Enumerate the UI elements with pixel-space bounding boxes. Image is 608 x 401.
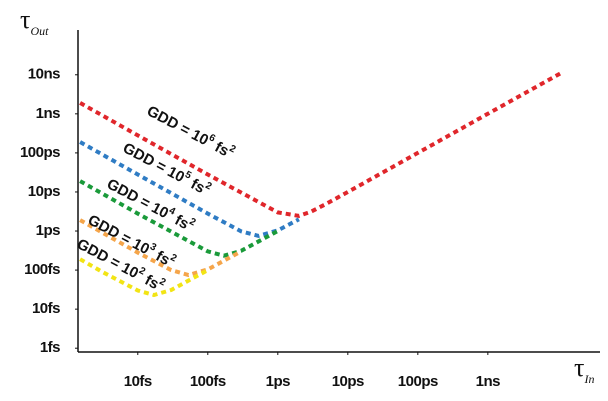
label-base: GDD = 10 xyxy=(120,140,187,187)
x-axis-title: τIn xyxy=(574,353,594,386)
series-line xyxy=(79,69,565,218)
y-tick-label: 10ns xyxy=(28,66,60,83)
y-tick-label: 1ps xyxy=(36,222,61,239)
x-tick-label: 100ps xyxy=(398,373,438,390)
label-unit: fs xyxy=(168,210,191,233)
label-unit-exponent: 2 xyxy=(188,216,198,229)
series-label: GDD = 106 fs2 xyxy=(144,100,238,162)
x-axis-symbol: τ xyxy=(574,353,584,382)
label-exponent: 4 xyxy=(167,205,177,218)
y-tick-label: 100ps xyxy=(20,144,60,161)
y-tick-label: 100fs xyxy=(24,261,60,278)
series-line xyxy=(79,218,243,278)
x-tick-label: 1ns xyxy=(476,373,501,390)
label-exponent: 6 xyxy=(207,132,217,145)
x-tick-label: 10ps xyxy=(332,373,364,390)
label-unit: fs xyxy=(138,270,161,293)
label-unit-exponent: 2 xyxy=(204,180,214,193)
label-unit-exponent: 2 xyxy=(158,276,168,289)
series-line xyxy=(79,179,279,258)
x-tick-label: 100fs xyxy=(190,373,226,390)
x-tick-label: 10fs xyxy=(124,373,152,390)
y-axis-symbol: τ xyxy=(20,5,30,34)
y-axis-subscript: Out xyxy=(30,24,49,38)
y-tick-label: 10ps xyxy=(28,183,60,200)
x-tick-label: 1ps xyxy=(266,373,291,390)
y-tick-label: 1ns xyxy=(36,105,61,122)
label-exponent: 3 xyxy=(148,241,158,254)
label-unit: fs xyxy=(208,137,231,160)
y-tick-label: 1fs xyxy=(40,339,60,356)
series-line xyxy=(79,140,300,238)
label-unit-exponent: 2 xyxy=(228,143,238,156)
label-unit: fs xyxy=(184,174,207,197)
x-axis-subscript: In xyxy=(583,372,594,386)
label-unit: fs xyxy=(149,246,172,269)
label-base: GDD = 10 xyxy=(144,103,211,150)
label-unit-exponent: 2 xyxy=(169,252,179,265)
y-axis-title: τOut xyxy=(20,5,49,38)
label-exponent: 5 xyxy=(183,169,193,182)
y-tick-label: 10fs xyxy=(32,300,60,317)
label-exponent: 2 xyxy=(137,265,147,278)
series-line xyxy=(79,257,209,298)
